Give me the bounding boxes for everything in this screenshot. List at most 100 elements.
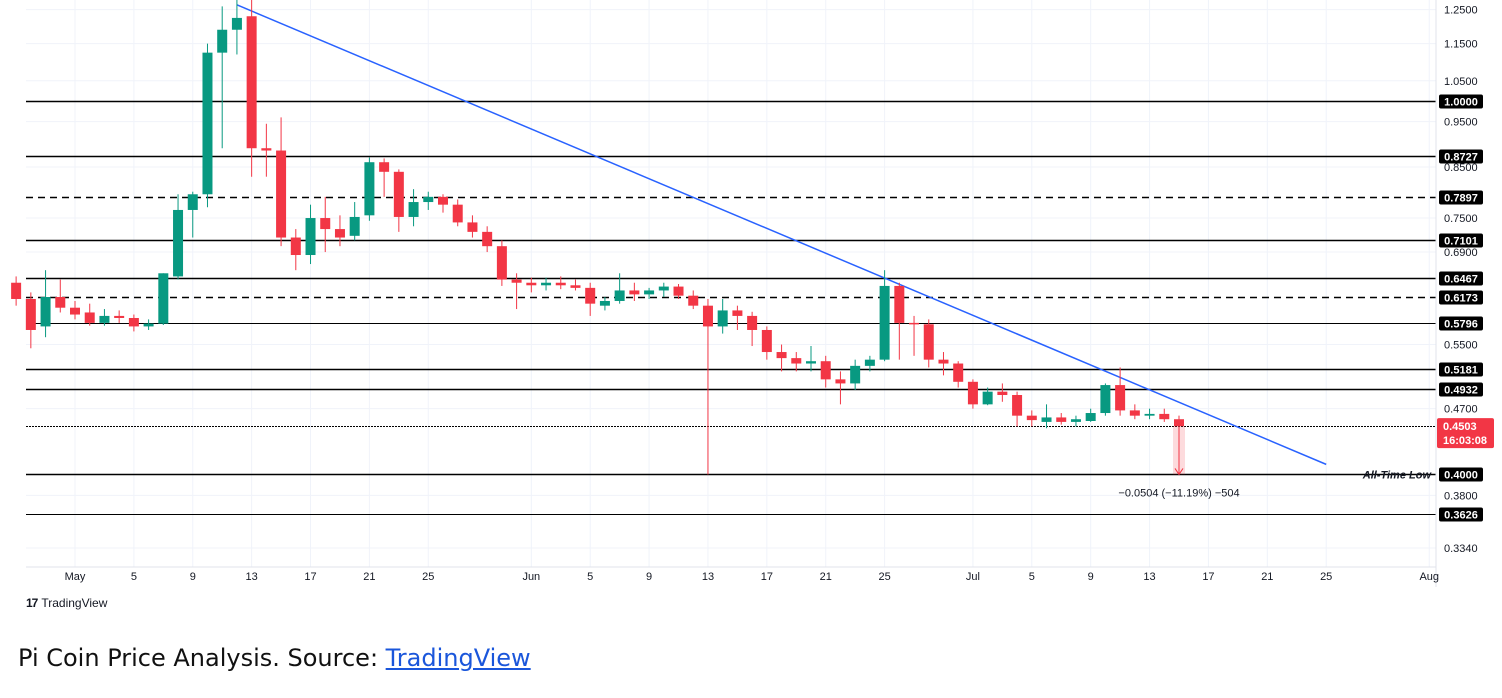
level-badge-7 xyxy=(1439,362,1483,377)
candle-body-27 xyxy=(408,202,419,217)
measure-arrow-head xyxy=(1174,468,1184,476)
price-tick-label-5: 0.7500 xyxy=(1444,213,1478,225)
candle-body-52 xyxy=(776,352,787,359)
candle-body-1 xyxy=(25,298,36,330)
candle-body-77 xyxy=(1144,413,1155,416)
price-tick-label-4: 0.8500 xyxy=(1444,162,1478,174)
candle-body-51 xyxy=(761,329,772,353)
time-tick-label-18: 17 xyxy=(1202,571,1214,583)
axes: 1.2500 1.1500 1.0500 0.9500 0.8500 0.7500 0.69… xyxy=(26,0,1494,587)
level-badge-5 xyxy=(1439,290,1483,305)
all-time-low-label: All-Time Low xyxy=(1362,469,1433,481)
candle-body-40 xyxy=(599,300,610,306)
candle-body-15 xyxy=(231,17,242,30)
candle-body-78 xyxy=(1159,413,1170,420)
candle-body-55 xyxy=(820,361,831,380)
candle-body-22 xyxy=(334,229,345,238)
measure-group: −0.0504 (−11.19%) −504 All-Time Low xyxy=(1118,426,1432,499)
horizontal-levels xyxy=(26,100,1436,515)
candle-body-0 xyxy=(11,282,22,299)
candle-body-64 xyxy=(953,363,964,382)
candle-body-31 xyxy=(467,222,478,232)
tradingview-logo-text: TradingView xyxy=(41,596,108,610)
candle-body-79 xyxy=(1174,419,1184,427)
price-tick-label-3: 0.9500 xyxy=(1444,117,1478,129)
level-badge-text-5: 0.6173 xyxy=(1444,293,1478,305)
level-badge-text-4: 0.6467 xyxy=(1444,274,1478,286)
candle-body-17 xyxy=(261,148,272,151)
candle-body-58 xyxy=(864,359,875,366)
level-badge-text-8: 0.4932 xyxy=(1444,385,1478,397)
price-tick-label-6: 0.6900 xyxy=(1444,247,1478,259)
time-tick-label-19: 21 xyxy=(1261,571,1273,583)
level-badge-3 xyxy=(1439,233,1483,248)
candle-body-21 xyxy=(320,218,331,230)
time-tick-label-17: 13 xyxy=(1143,571,1155,583)
time-tick-label-13: 25 xyxy=(878,571,890,583)
candle-body-41 xyxy=(614,290,625,301)
candle-body-74 xyxy=(1100,385,1111,414)
candle-body-63 xyxy=(938,359,949,364)
candle-body-60 xyxy=(894,285,905,323)
candle-body-65 xyxy=(967,381,978,405)
candle-body-66 xyxy=(982,391,993,405)
candle-body-38 xyxy=(570,285,581,288)
time-tick-label-6: 25 xyxy=(422,571,434,583)
candle-body-32 xyxy=(482,231,493,247)
candle-body-8 xyxy=(128,317,139,327)
tradingview-logo-icon: 17 xyxy=(26,596,38,610)
price-tick-label-8: 0.4700 xyxy=(1444,404,1478,416)
candle-body-10 xyxy=(158,273,169,324)
level-badge-text-6: 0.5796 xyxy=(1444,319,1478,331)
level-badge-2 xyxy=(1439,190,1483,205)
candle-body-19 xyxy=(290,237,301,256)
candle-body-6 xyxy=(99,315,110,323)
candle-body-5 xyxy=(84,312,95,323)
candle-body-29 xyxy=(438,196,448,205)
level-badge-10 xyxy=(1439,467,1483,482)
candle-body-2 xyxy=(40,297,51,327)
candle-body-44 xyxy=(658,286,669,291)
grid-lines xyxy=(26,0,1436,567)
candle-body-69 xyxy=(1026,415,1037,421)
level-badge-8 xyxy=(1439,382,1483,397)
time-tick-label-11: 17 xyxy=(761,571,773,583)
time-tick-label-0: May xyxy=(65,571,86,583)
candle-body-33 xyxy=(496,246,507,280)
candle-body-23 xyxy=(349,216,360,236)
time-tick-label-9: 9 xyxy=(646,571,652,583)
candle-body-57 xyxy=(850,365,861,384)
time-tick-label-4: 17 xyxy=(304,571,316,583)
level-badge-text-3: 0.7101 xyxy=(1444,236,1478,248)
candle-body-34 xyxy=(511,279,522,283)
time-tick-label-5: 21 xyxy=(363,571,375,583)
level-badge-6 xyxy=(1439,316,1483,331)
trendline-group xyxy=(236,4,1327,466)
candle-body-75 xyxy=(1115,385,1126,411)
candle-body-16 xyxy=(246,16,257,149)
price-chart: −0.0504 (−11.19%) −504 All-Time Low 1.250… xyxy=(11,0,1494,587)
candle-body-71 xyxy=(1056,417,1067,422)
candle-body-73 xyxy=(1085,413,1096,422)
candle-body-46 xyxy=(688,295,699,306)
caption-text: Pi Coin Price Analysis. Source: xyxy=(18,644,386,672)
candle-body-36 xyxy=(541,282,552,286)
candle-body-7 xyxy=(114,315,125,318)
level-badge-11 xyxy=(1439,507,1483,522)
candle-body-43 xyxy=(644,290,655,295)
time-tick-label-14: Jul xyxy=(966,571,980,583)
candle-body-4 xyxy=(70,307,80,315)
time-tick-label-8: 5 xyxy=(587,571,593,583)
caption-source-link[interactable]: TradingView xyxy=(385,644,531,672)
price-tick-label-10: 0.3340 xyxy=(1444,543,1478,555)
candle-body-26 xyxy=(393,171,404,217)
candle-body-59 xyxy=(879,285,890,360)
candle-body-30 xyxy=(452,204,463,223)
price-tick-label-2: 1.0500 xyxy=(1444,76,1478,88)
candle-body-68 xyxy=(1012,395,1023,416)
level-badge-text-1: 0.8727 xyxy=(1444,152,1478,164)
tradingview-logo[interactable]: 17 TradingView xyxy=(26,596,107,610)
candle-body-42 xyxy=(629,290,640,295)
price-tick-label-9: 0.3800 xyxy=(1444,490,1478,502)
time-tick-label-2: 9 xyxy=(190,571,196,583)
